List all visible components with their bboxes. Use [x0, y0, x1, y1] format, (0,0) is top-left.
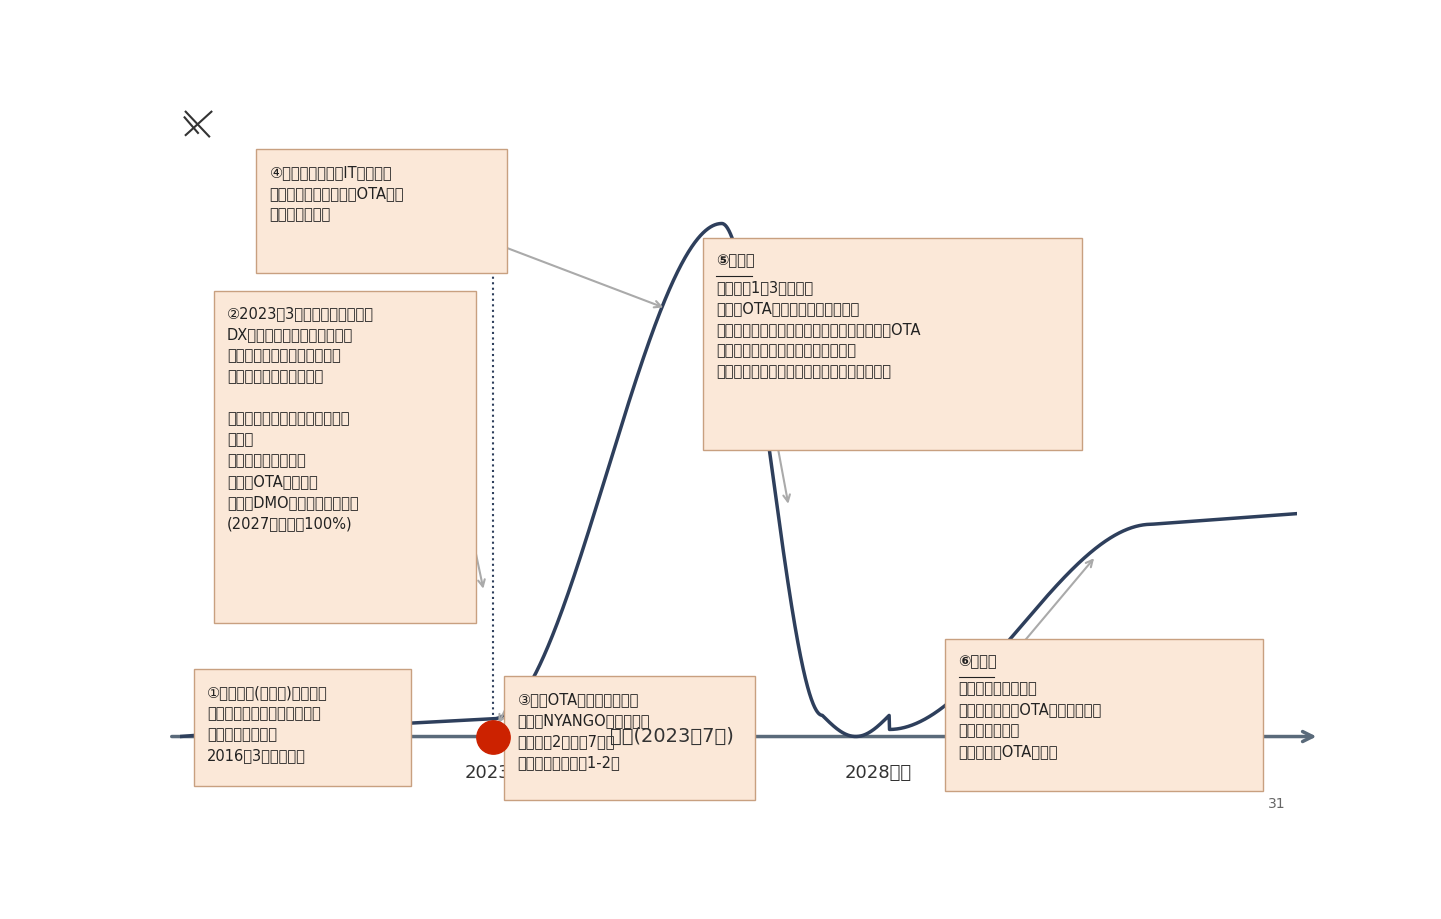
FancyBboxPatch shape: [193, 669, 411, 786]
Text: 成功事例がバズる。
各地域のゾンビOTAのリプレイス
需要が生まれる
本物の地域OTAが定着: 成功事例がバズる。 各地域のゾンビOTAのリプレイス 需要が生まれる 本物の地域…: [958, 681, 1102, 759]
FancyBboxPatch shape: [213, 290, 476, 623]
FancyBboxPatch shape: [256, 149, 507, 273]
Text: ⑤幻滅期: ⑤幻滅期: [716, 254, 755, 268]
Text: 31: 31: [1268, 797, 1285, 811]
FancyBboxPatch shape: [504, 676, 755, 800]
Text: ③地域OTA基盤システムを
有するNYANGOに問い合わ
せ多数（2ヶ月で7件）
それ以前は半年に1-2件: ③地域OTA基盤システムを 有するNYANGOに問い合わ せ多数（2ヶ月で7件）…: [517, 692, 650, 770]
Text: 2028年頃: 2028年頃: [844, 765, 912, 782]
Text: ⑥普及期: ⑥普及期: [958, 654, 997, 669]
Text: 2023年: 2023年: [464, 765, 522, 782]
Text: ①南三陸町(宮城県)からの委
託でちいプラの元となる予約
システムを開発。
2016年3月一般公開: ①南三陸町(宮城県)からの委 託でちいプラの元となる予約 システムを開発。 20…: [208, 685, 327, 763]
Text: 導入から1〜3年経過。
「エセOTA」では成果はでない。
行政がやることに「失敗はない」ので「地域OTA
のコンセプト」に責任転嫁される。
批判的な記事がバズっ: 導入から1〜3年経過。 「エセOTA」では成果はでない。 行政がやることに「失敗…: [716, 280, 921, 380]
Text: 現在(2023年7月): 現在(2023年7月): [610, 727, 733, 746]
FancyBboxPatch shape: [945, 639, 1264, 791]
Text: 2026年: 2026年: [687, 765, 745, 782]
Text: ②2023年3月に観光庁が「観光
DX推進のあり方に関する検討
会」の最終取りまとめで以下
を決定して注目を浴びる

・「地方創生の切り札」と位置
づけた
・優: ②2023年3月に観光庁が「観光 DX推進のあり方に関する検討 会」の最終取りま…: [228, 306, 375, 531]
FancyBboxPatch shape: [703, 238, 1082, 450]
Text: ④助成金目当てのITベンダー
と自治体による「エセOTA」の
開設がピークに: ④助成金目当てのITベンダー と自治体による「エセOTA」の 開設がピークに: [269, 165, 403, 221]
Text: 2016年: 2016年: [208, 765, 264, 782]
